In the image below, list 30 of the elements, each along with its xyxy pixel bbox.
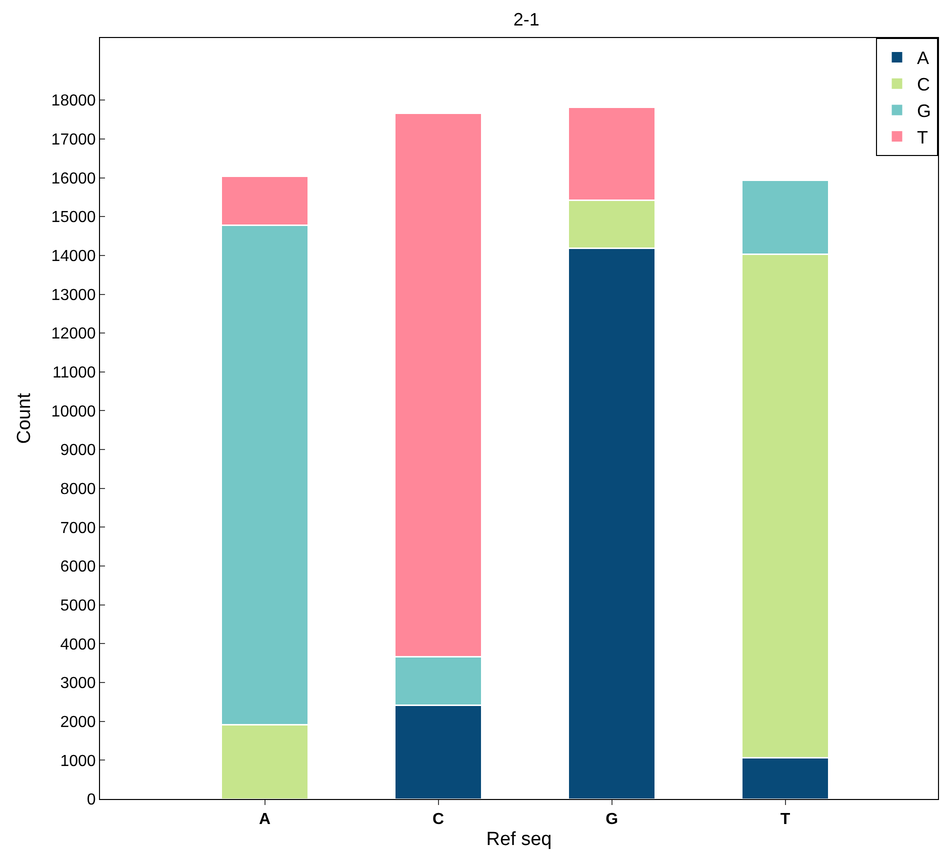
- y-tick-label: 3000: [60, 675, 96, 692]
- y-tick-label: 8000: [60, 480, 96, 498]
- y-tick-label: 16000: [51, 170, 96, 188]
- y-tick-label: 15000: [51, 209, 96, 226]
- y-tick-label: 18000: [51, 92, 96, 110]
- x-tick-label: C: [432, 811, 445, 828]
- x-tick-label: A: [259, 811, 272, 828]
- y-axis-title: Count: [14, 392, 36, 444]
- x-axis-title: Ref seq: [486, 829, 552, 850]
- y-tick-label: 12000: [51, 326, 96, 343]
- y-tick-label: 11000: [52, 364, 96, 382]
- y-tick-label: 5000: [60, 597, 96, 614]
- chart-title: 2-1: [513, 10, 540, 30]
- legend-label: T: [917, 127, 928, 148]
- legend-label: C: [917, 74, 930, 95]
- y-tick-label: 17000: [51, 132, 96, 149]
- legend-label: G: [917, 101, 932, 122]
- y-tick-label: 1000: [60, 752, 96, 770]
- y-tick-label: 6000: [60, 558, 96, 576]
- y-tick-label: 14000: [51, 248, 96, 266]
- legend-label: A: [917, 48, 930, 68]
- y-tick-label: 2000: [60, 714, 96, 731]
- y-tick-label: 7000: [60, 520, 96, 537]
- x-tick-label: T: [780, 811, 790, 828]
- y-tick-label: 9000: [60, 442, 96, 460]
- y-tick-label: 4000: [60, 636, 96, 654]
- x-tick-label: G: [606, 811, 618, 828]
- y-tick-label: 0: [86, 792, 96, 809]
- y-tick-label: 13000: [51, 286, 96, 304]
- y-tick-label: 10000: [51, 403, 96, 420]
